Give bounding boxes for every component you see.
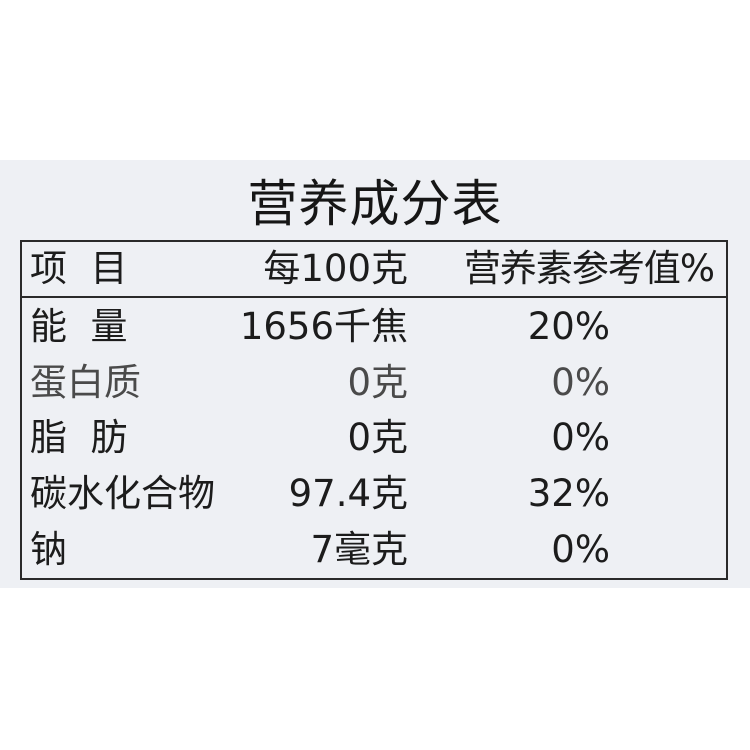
table-header: 项 目 每100克 营养素参考值% — [22, 242, 726, 296]
row-nrv: 0% — [551, 416, 610, 459]
row-item: 碳水化合物 — [30, 472, 215, 515]
header-nrv: 营养素参考值% — [463, 247, 715, 290]
nutrition-table — [20, 240, 728, 580]
row-nrv: 20% — [527, 305, 610, 348]
row-amount: 0克 — [347, 361, 408, 404]
table-row: 脂 肪 0克 0% — [22, 411, 726, 465]
row-amount: 0克 — [347, 416, 408, 459]
header-divider — [20, 296, 728, 298]
label-title: 营养成分表 — [247, 175, 503, 233]
row-item: 脂 肪 — [30, 416, 128, 459]
row-nrv: 32% — [527, 472, 610, 515]
row-nrv: 0% — [551, 361, 610, 404]
row-amount: 97.4克 — [288, 472, 408, 515]
table-row: 碳水化合物 97.4克 32% — [22, 467, 726, 521]
row-amount: 1656千焦 — [239, 305, 408, 348]
header-per100g: 每100克 — [263, 247, 408, 290]
nutrition-label — [0, 160, 750, 588]
header-item: 项 目 — [30, 247, 128, 290]
table-row: 蛋白质 0克 0% — [22, 356, 726, 410]
row-item: 钠 — [30, 528, 67, 571]
row-item: 能 量 — [30, 305, 128, 348]
row-amount: 7毫克 — [310, 528, 408, 571]
table-row: 钠 7毫克 0% — [22, 523, 726, 577]
row-nrv: 0% — [551, 528, 610, 571]
table-row: 能 量 1656千焦 20% — [22, 300, 726, 354]
row-item: 蛋白质 — [30, 361, 141, 404]
